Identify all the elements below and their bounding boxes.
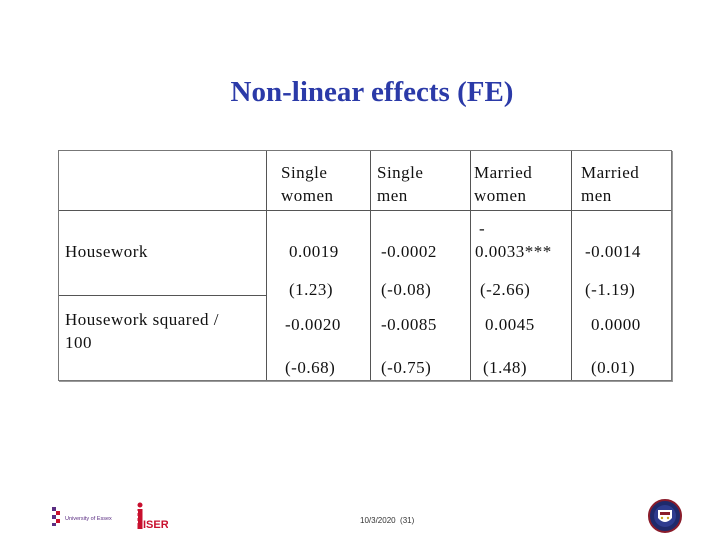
university-crest-logo [647,497,683,540]
coef-married-women-housework-sq: 0.0045 [485,315,535,334]
row-label-housework-squared: Housework squared /100 [65,310,219,352]
coef-single-men-housework-sq: -0.0085 [381,315,437,334]
coef-single-women-housework-sq: -0.0020 [285,315,341,334]
column-divider [266,151,267,380]
tstat-married-men-housework: (-1.19) [585,280,636,299]
coef-single-men-housework: -0.0002 [381,242,437,261]
coef-married-men-housework-sq: 0.0000 [591,315,641,334]
column-divider [370,151,371,380]
coef-married-women-housework: - 0.0033*** [475,219,552,261]
tstat-single-men-housework-sq: (-0.75) [381,358,432,377]
row-label-housework: Housework [65,242,148,261]
tstat-married-women-housework: (-2.66) [480,280,531,299]
slide-title: Non-linear effects (FE) [230,76,514,108]
tstat-single-women-housework: (1.23) [289,280,334,299]
iser-logo: ISER [134,502,169,535]
header-married-women: Married women [474,163,533,205]
university-of-essex-logo: University of Essex [52,505,122,532]
column-divider [470,151,471,380]
tstat-single-men-housework: (-0.08) [381,280,432,299]
header-single-men: Single men [377,163,424,205]
svg-text:ISER: ISER [143,519,168,530]
results-table: Single women Single men Married women Marri… [58,150,672,381]
footer-date: 10/3/2020 (31) [360,516,415,525]
tstat-single-women-housework-sq: (-0.68) [285,358,336,377]
header-divider [59,210,671,211]
column-divider [571,151,572,380]
tstat-married-men-housework-sq: (0.01) [591,358,636,377]
svg-text:University of Essex: University of Essex [65,516,112,522]
tstat-married-women-housework-sq: (1.48) [483,358,528,377]
coef-single-women-housework: 0.0019 [289,242,339,261]
header-married-men: Married men [581,163,640,205]
coef-married-men-housework: -0.0014 [585,242,641,261]
row-divider [59,295,266,296]
header-single-women: Single women [281,163,334,205]
